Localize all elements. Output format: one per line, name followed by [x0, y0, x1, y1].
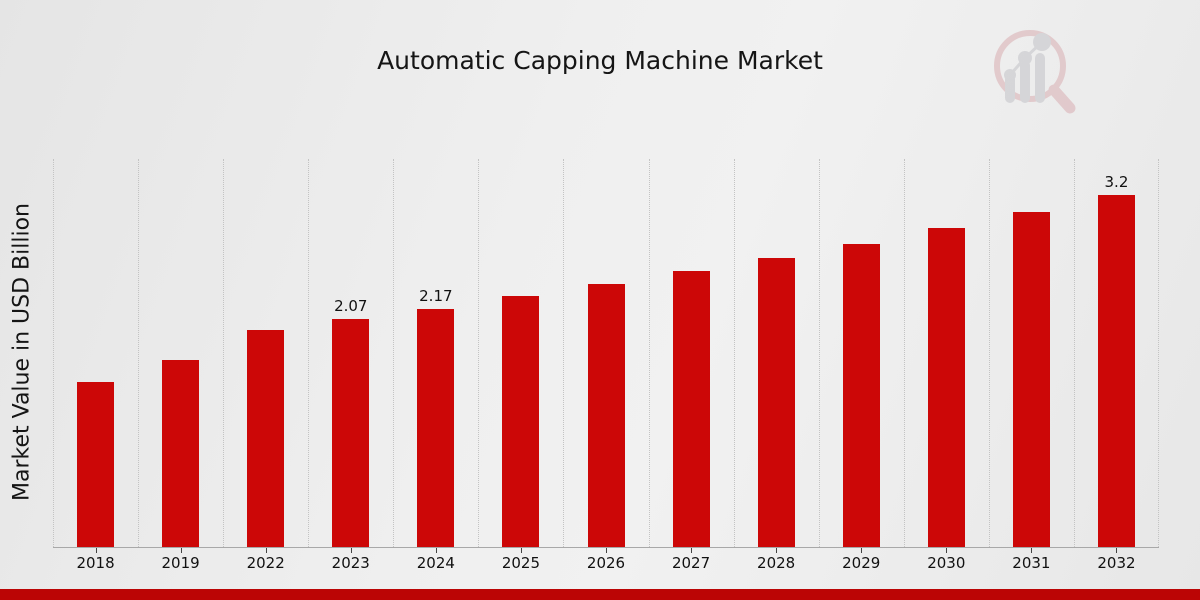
bottom-accent-stripe	[0, 589, 1200, 600]
bar-2022	[247, 330, 285, 547]
gridline	[903, 159, 905, 547]
x-tick	[946, 548, 948, 553]
gridline	[733, 159, 735, 547]
bar-value-label-2023: 2.07	[334, 297, 368, 316]
bar-value-label-2032: 3.2	[1104, 173, 1129, 192]
bar-2024	[417, 308, 455, 547]
gridline	[1073, 159, 1075, 547]
plot-area: 2.07 2.17 3.2	[53, 159, 1159, 548]
bar-2023	[332, 319, 370, 547]
x-tick-label-2024: 2024	[416, 554, 455, 572]
x-tick-label-2029: 2029	[842, 554, 881, 572]
x-tick	[180, 548, 182, 553]
gridline	[308, 159, 310, 547]
x-tick-label-2025: 2025	[501, 554, 541, 572]
gridline	[1158, 159, 1159, 547]
x-tick-label-2018: 2018	[76, 554, 115, 572]
gridline	[393, 159, 395, 547]
x-tick	[435, 548, 437, 553]
x-tick	[1031, 548, 1033, 553]
x-tick-label-2026: 2026	[586, 554, 626, 572]
x-tick	[861, 548, 863, 553]
x-tick	[95, 548, 97, 553]
gridline	[53, 159, 54, 547]
x-tick-label-2031: 2031	[1012, 554, 1051, 572]
x-tick-label-2032: 2032	[1097, 554, 1136, 572]
x-tick	[265, 548, 267, 553]
bar-2029	[842, 243, 880, 547]
chart-title: Automatic Capping Machine Market	[377, 46, 823, 75]
bar-2025	[502, 296, 540, 547]
bar-2019	[162, 360, 200, 547]
gridline	[478, 159, 480, 547]
x-tick	[691, 548, 693, 553]
bar-2028	[757, 257, 795, 547]
bar-2026	[587, 284, 625, 547]
x-tick	[606, 548, 607, 553]
magnifier-bar-chart-logo-icon	[994, 30, 1076, 114]
bar-2027	[672, 271, 710, 547]
x-tick	[776, 548, 778, 553]
x-tick-label-2022: 2022	[246, 554, 285, 572]
bar-2018	[77, 382, 115, 547]
x-tick	[520, 548, 522, 553]
gridline	[818, 159, 820, 547]
x-tick-label-2028: 2028	[757, 554, 796, 572]
x-tick	[350, 548, 352, 553]
gridline	[563, 159, 565, 547]
bar-2032	[1097, 195, 1135, 547]
bar-value-label-2024: 2.17	[419, 286, 453, 305]
bar-2030	[927, 228, 965, 547]
gridline	[648, 159, 650, 547]
x-tick-label-2023: 2023	[331, 554, 370, 572]
x-tick-label-2027: 2027	[671, 554, 711, 572]
y-axis-label: Market Value in USD Billion	[9, 202, 35, 502]
gridline	[138, 159, 140, 547]
x-tick-label-2019: 2019	[161, 554, 200, 572]
gridline	[988, 159, 990, 547]
gridline	[223, 159, 225, 547]
x-tick-label-2030: 2030	[927, 554, 966, 572]
x-tick	[1116, 548, 1118, 553]
x-axis: 2018 2019 2022 2023 2024 2025 2026 2027 2028 2029…	[53, 548, 1159, 578]
bar-2031	[1012, 211, 1050, 547]
